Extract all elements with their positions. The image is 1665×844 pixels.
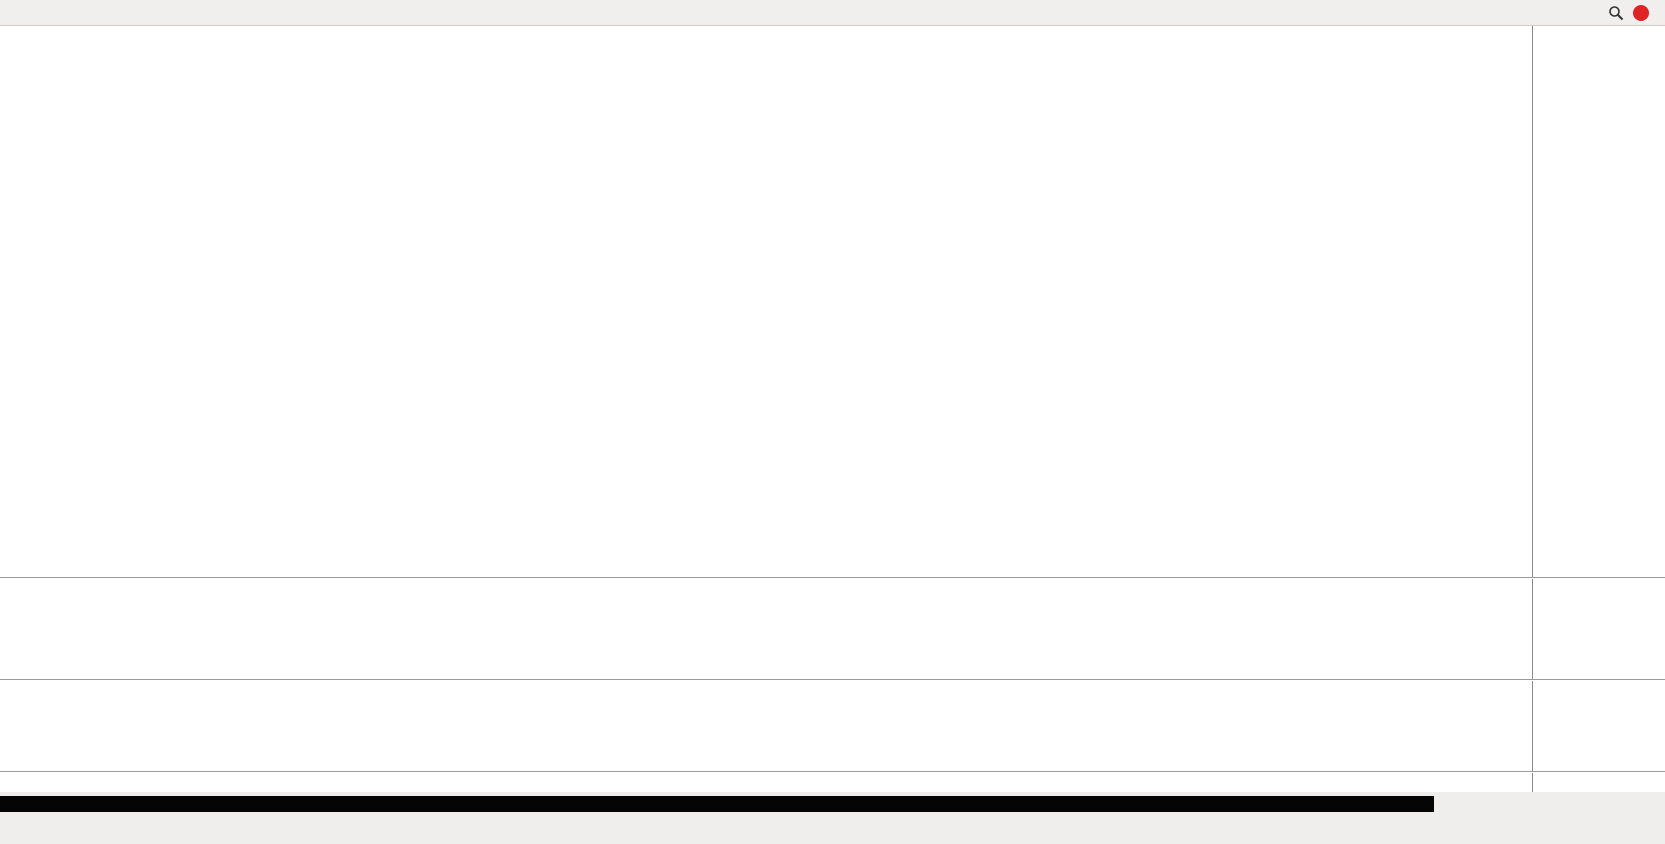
notification-badge[interactable] <box>1633 4 1649 21</box>
toolbar-right <box>1608 4 1661 21</box>
price-axis[interactable] <box>1532 26 1665 792</box>
panel-separator-time <box>0 771 1665 773</box>
time-axis[interactable] <box>0 772 1532 792</box>
toolbar <box>0 0 1665 26</box>
bottom-bar <box>0 796 1434 812</box>
macd-label <box>6 582 15 594</box>
price-chart[interactable] <box>0 26 1532 792</box>
search-icon[interactable] <box>1608 5 1624 21</box>
panel-separator-rsi[interactable] <box>0 679 1665 681</box>
panel-separator-macd[interactable] <box>0 577 1665 579</box>
chart-window[interactable] <box>0 26 1665 792</box>
rsi-label <box>6 684 11 696</box>
